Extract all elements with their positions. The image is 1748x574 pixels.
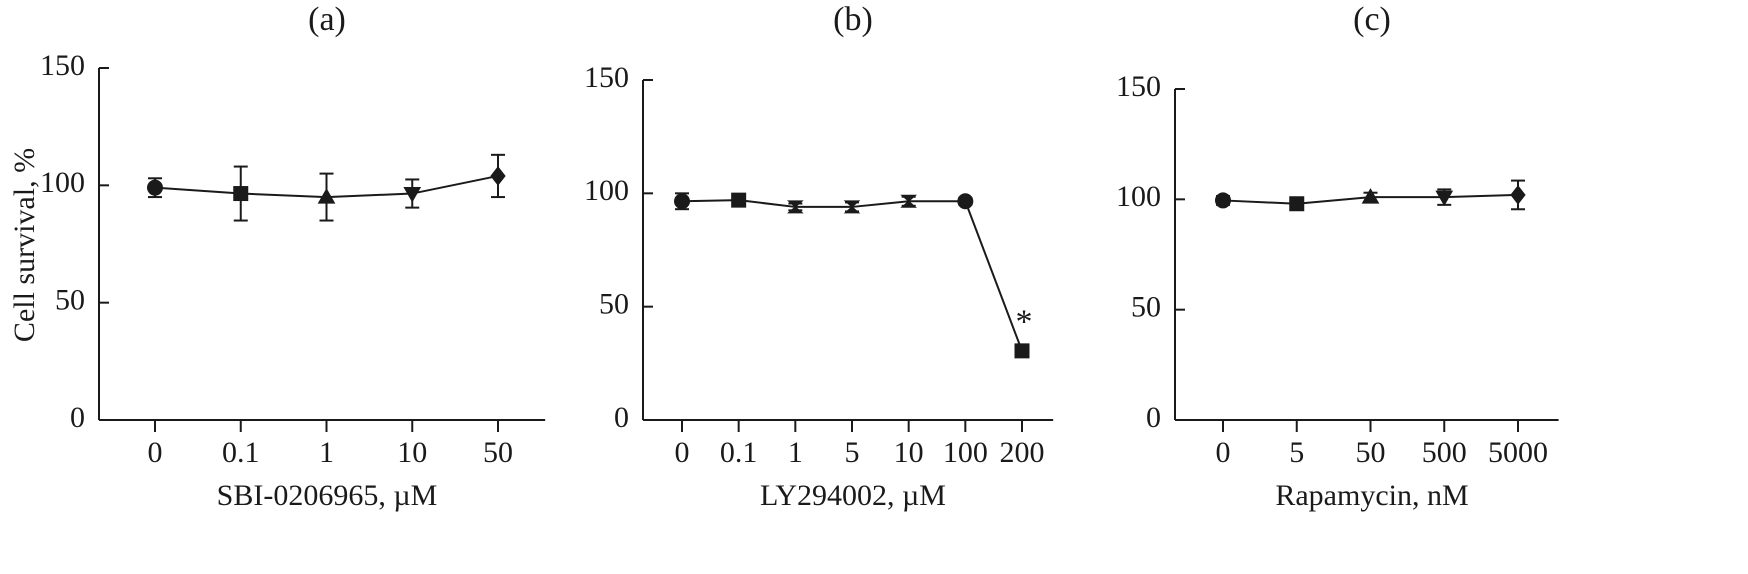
x-tick-label: 5000 bbox=[1488, 436, 1548, 469]
x-axis-title: Rapamycin, nM bbox=[1275, 479, 1468, 512]
data-point bbox=[900, 194, 918, 208]
x-tick-label: 0.1 bbox=[720, 436, 758, 469]
panel-a: (a) 0 50 100 150 0 0.1 1 10 50 SBI-0206965, µM bbox=[40, 1, 546, 512]
y-tick-label: 100 bbox=[1116, 180, 1161, 213]
data-point bbox=[1014, 343, 1030, 359]
x-tick-label: 0 bbox=[148, 436, 163, 469]
significance-marker: * bbox=[1016, 304, 1033, 341]
panel-title: (a) bbox=[308, 1, 346, 38]
panel-c: (c) 0 50 100 150 0 5 50 500 5000 Rapamycin, nM bbox=[1116, 1, 1559, 512]
x-tick-label: 50 bbox=[483, 436, 513, 469]
panel-b: (b) 0 50 100 150 0 0.1 1 5 10 100 200 LY294002, µM * bbox=[584, 1, 1054, 512]
data-point bbox=[147, 179, 163, 196]
x-tick-label: 200 bbox=[1000, 436, 1045, 469]
y-tick-label: 150 bbox=[40, 49, 85, 82]
data-point bbox=[1289, 196, 1305, 212]
panel-title: (c) bbox=[1353, 1, 1391, 38]
data-point bbox=[843, 200, 861, 214]
y-tick-label: 50 bbox=[1131, 291, 1161, 324]
x-axis-title: SBI-0206965, µM bbox=[217, 479, 438, 512]
y-tick-label: 150 bbox=[584, 61, 629, 94]
data-point bbox=[786, 200, 804, 214]
data-point bbox=[403, 187, 422, 203]
data-point bbox=[1435, 190, 1454, 207]
panel-title: (b) bbox=[833, 1, 873, 38]
x-tick-label: 100 bbox=[943, 436, 988, 469]
y-axis-label: Cell survival, % bbox=[8, 148, 41, 342]
x-axis-title: LY294002, µM bbox=[760, 479, 946, 512]
data-point bbox=[957, 193, 974, 210]
x-tick-label: 0 bbox=[675, 436, 690, 469]
x-tick-label: 0.1 bbox=[222, 436, 260, 469]
y-tick-label: 100 bbox=[40, 166, 85, 199]
x-tick-label: 1 bbox=[788, 436, 803, 469]
y-tick-label: 0 bbox=[70, 401, 85, 434]
data-point bbox=[490, 166, 506, 186]
x-tick-label: 5 bbox=[845, 436, 860, 469]
data-point bbox=[1510, 185, 1526, 205]
y-tick-label: 100 bbox=[584, 174, 629, 207]
data-point bbox=[674, 193, 690, 210]
y-tick-label: 0 bbox=[614, 401, 629, 434]
x-tick-label: 500 bbox=[1422, 436, 1467, 469]
x-tick-label: 50 bbox=[1356, 436, 1386, 469]
y-tick-label: 50 bbox=[599, 288, 629, 321]
data-point bbox=[1215, 192, 1231, 209]
data-point bbox=[233, 186, 249, 202]
x-tick-label: 10 bbox=[397, 436, 427, 469]
series-line bbox=[681, 199, 1023, 352]
data-point bbox=[1361, 188, 1380, 204]
y-tick-label: 0 bbox=[1146, 401, 1161, 434]
y-tick-label: 150 bbox=[1116, 70, 1161, 103]
x-tick-label: 0 bbox=[1216, 436, 1231, 469]
data-point bbox=[317, 188, 336, 204]
y-tick-label: 50 bbox=[55, 284, 85, 317]
x-tick-label: 5 bbox=[1289, 436, 1304, 469]
x-tick-label: 10 bbox=[894, 436, 924, 469]
x-tick-label: 1 bbox=[319, 436, 334, 469]
data-point bbox=[731, 192, 747, 208]
